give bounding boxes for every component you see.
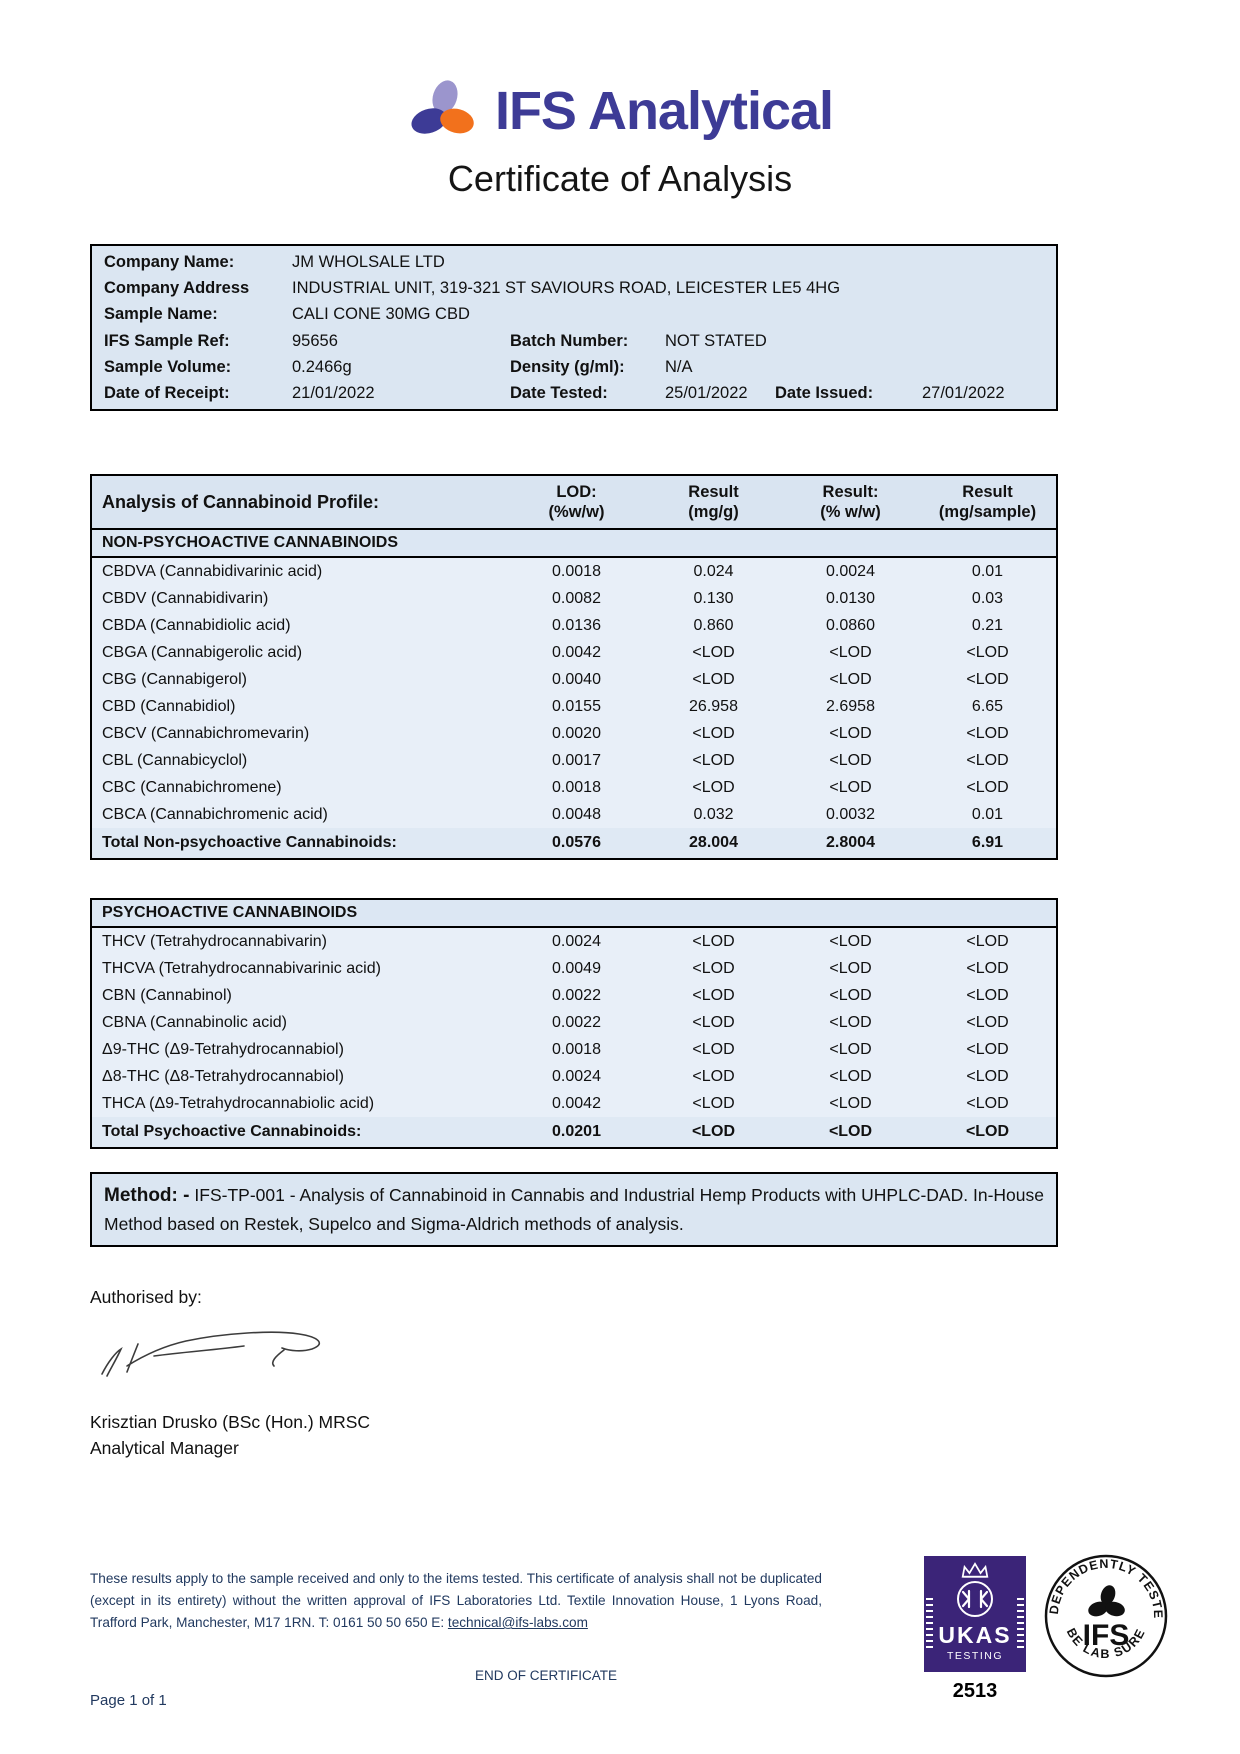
density-value: N/A [665, 357, 693, 376]
method-label: Method: - [104, 1185, 190, 1207]
company-name-label: Company Name: [104, 253, 235, 271]
document-title: Certificate of Analysis [447, 158, 793, 199]
authorised-by-label: Authorised by: [90, 1286, 202, 1307]
table-row: CBDA (Cannabidiolic acid) 0.0136 0.860 0.08… [102, 616, 1004, 634]
company-name-value: JM WHOLSALE LTD [292, 253, 445, 271]
table-row: THCA (Δ9-Tetrahydrocannabiolic acid) 0.00… [102, 1094, 1009, 1112]
section-header-psychoactive: PSYCHOACTIVE CANNABINOIDS [92, 900, 1056, 929]
table-row: CBG (Cannabigerol) 0.0040 <LOD <LOD <LOD [102, 670, 1009, 688]
info-row-company-name: Company Name: JM WHOLSALE LTD [92, 249, 1056, 275]
table-row: CBDVA (Cannabidivarinic acid) 0.0018 0.024… [102, 562, 1004, 580]
date-issued-label: Date Issued: [775, 384, 874, 403]
seal-center-text: IFS [1083, 1619, 1130, 1652]
ifs-sample-ref-label: IFS Sample Ref: [104, 331, 230, 350]
ifs-seal-block: INDEPENDENTLY TESTED BE LAB SURE IFS [1037, 1541, 1170, 1685]
signatory-role: Analytical Manager [90, 1438, 239, 1459]
seal-trilobe-icon [1088, 1585, 1125, 1617]
col-header-pct: Result: (% w/w) [820, 482, 881, 522]
batch-number-value: NOT STATED [665, 331, 767, 350]
sample-volume-label: Sample Volume: [104, 357, 232, 376]
info-row-sample-volume: Sample Volume: 0.2466g Density (g/ml): N… [92, 354, 1056, 380]
total-row-psychoactive: Total Psychoactive Cannabinoids: 0.0201 <L… [92, 1117, 1056, 1148]
technical-email-link[interactable]: technical@ifs-labs.com [447, 1615, 588, 1631]
table-row: THCVA (Tetrahydrocannabivarinic acid) 0.0… [102, 959, 1009, 977]
batch-number-label: Batch Number: [510, 331, 629, 350]
ifs-trilobe-logo-icon [411, 80, 474, 134]
ukas-accreditation-number: 2513 [952, 1680, 998, 1702]
info-row-sample-name: Sample Name: CALI CONE 30MG CBD [92, 301, 1056, 327]
table-row: CBCA (Cannabichromenic acid) 0.0048 0.032 0… [102, 805, 1004, 823]
company-address-value: INDUSTRIAL UNIT, 319-321 ST SAVIOURS ROA… [292, 279, 841, 298]
page-number: Page 1 of 1 [90, 1692, 167, 1709]
ifs-seal-icon: INDEPENDENTLY TESTED BE LAB SURE IFS [1037, 1541, 1168, 1678]
sample-volume-value: 0.2466g [292, 357, 352, 376]
signature-image [101, 1331, 321, 1377]
table-row: CBDV (Cannabidivarin) 0.0082 0.130 0.0130 0.… [102, 589, 1004, 607]
table-row: CBNA (Cannabinolic acid) 0.0022 <LOD <LOD <L… [102, 1013, 1009, 1031]
date-receipt-label: Date of Receipt: [104, 384, 230, 403]
end-of-certificate-label: END OF CERTIFICATE [474, 1668, 617, 1683]
ukas-accreditation-block: UKAS TESTING 2513 [924, 1556, 1026, 1703]
info-row-sample-ref: IFS Sample Ref: 95656 Batch Number: NOT … [92, 328, 1056, 354]
date-issued-value: 27/01/2022 [922, 384, 1005, 403]
sample-name-value: CALI CONE 30MG CBD [292, 305, 470, 324]
table-row: THCV (Tetrahydrocannabivarin) 0.0024 <LOD <… [102, 932, 1009, 950]
ukas-ruler-ticks-right [1017, 1594, 1024, 1650]
table-row: CBN (Cannabinol) 0.0022 <LOD <LOD <LOD [102, 986, 1009, 1004]
psychoactive-table: PSYCHOACTIVE CANNABINOIDS THCV (Tetrahyd… [90, 898, 1058, 1150]
col-header-mgg: Result (mg/g) [688, 482, 739, 522]
brand-name: IFS Analytical [494, 81, 834, 141]
ukas-mark-icon [957, 1581, 993, 1617]
ukas-testing-label: TESTING [946, 1650, 1003, 1662]
footer-disclaimer: These results apply to the sample receiv… [90, 1571, 822, 1631]
ukas-ruler-ticks-left [926, 1594, 933, 1650]
table-row: CBC (Cannabichromene) 0.0018 <LOD <LOD <LOD [102, 778, 1009, 796]
signatory-name: Krisztian Drusko (BSc (Hon.) MRSC [90, 1411, 371, 1432]
col-header-mgsample: Result (mg/sample) [938, 482, 1037, 522]
total-row-non-psychoactive: Total Non-psychoactive Cannabinoids: 0.05… [92, 828, 1056, 859]
table-row: CBL (Cannabicyclol) 0.0017 <LOD <LOD <LOD [102, 751, 1009, 769]
sample-info-table: Company Name: JM WHOLSALE LTD Company Ad… [90, 244, 1058, 412]
date-tested-value: 25/01/2022 [665, 384, 748, 403]
density-label: Density (g/ml): [510, 357, 625, 376]
col-header-lod: LOD: (%w/w) [548, 482, 605, 522]
table-row: Δ8-THC (Δ8-Tetrahydrocannabiol) 0.0024 <LO… [102, 1067, 1009, 1085]
sample-name-label: Sample Name: [104, 305, 218, 324]
method-text: IFS-TP-001 - Analysis of Cannabinoid in … [104, 1185, 1044, 1234]
date-receipt-value: 21/01/2022 [292, 384, 375, 403]
crown-icon [961, 1562, 989, 1578]
section-header-non-psychoactive: NON-PSYCHOACTIVE CANNABINOIDS [92, 530, 1056, 559]
analysis-header-row: Analysis of Cannabinoid Profile: LOD: (%w… [92, 476, 1056, 531]
ifs-sample-ref-value: 95656 [292, 331, 338, 350]
company-address-label: Company Address [104, 279, 250, 298]
ukas-name: UKAS [938, 1622, 1012, 1648]
method-box: Method: - IFS-TP-001 - Analysis of Canna… [90, 1172, 1058, 1247]
info-row-dates: Date of Receipt: 21/01/2022 Date Tested:… [92, 380, 1056, 406]
table-row: CBGA (Cannabigerolic acid) 0.0042 <LOD <LOD… [102, 643, 1009, 661]
non-psychoactive-table: Analysis of Cannabinoid Profile: LOD: (%w… [90, 474, 1058, 861]
table-row: CBD (Cannabidiol) 0.0155 26.958 2.6958 6.65 [102, 697, 1004, 715]
table-row: Δ9-THC (Δ9-Tetrahydrocannabiol) 0.0018 <LO… [102, 1040, 1009, 1058]
ukas-logo: UKAS TESTING [924, 1556, 1026, 1672]
brand-header: IFS Analytical [0, 0, 1240, 144]
analysis-title: Analysis of Cannabinoid Profile: [102, 491, 380, 512]
table-row: CBCV (Cannabichromevarin) 0.0020 <LOD <LOD <… [102, 724, 1009, 742]
date-tested-label: Date Tested: [510, 384, 608, 403]
info-row-company-address: Company Address INDUSTRIAL UNIT, 319-321… [92, 275, 1056, 301]
